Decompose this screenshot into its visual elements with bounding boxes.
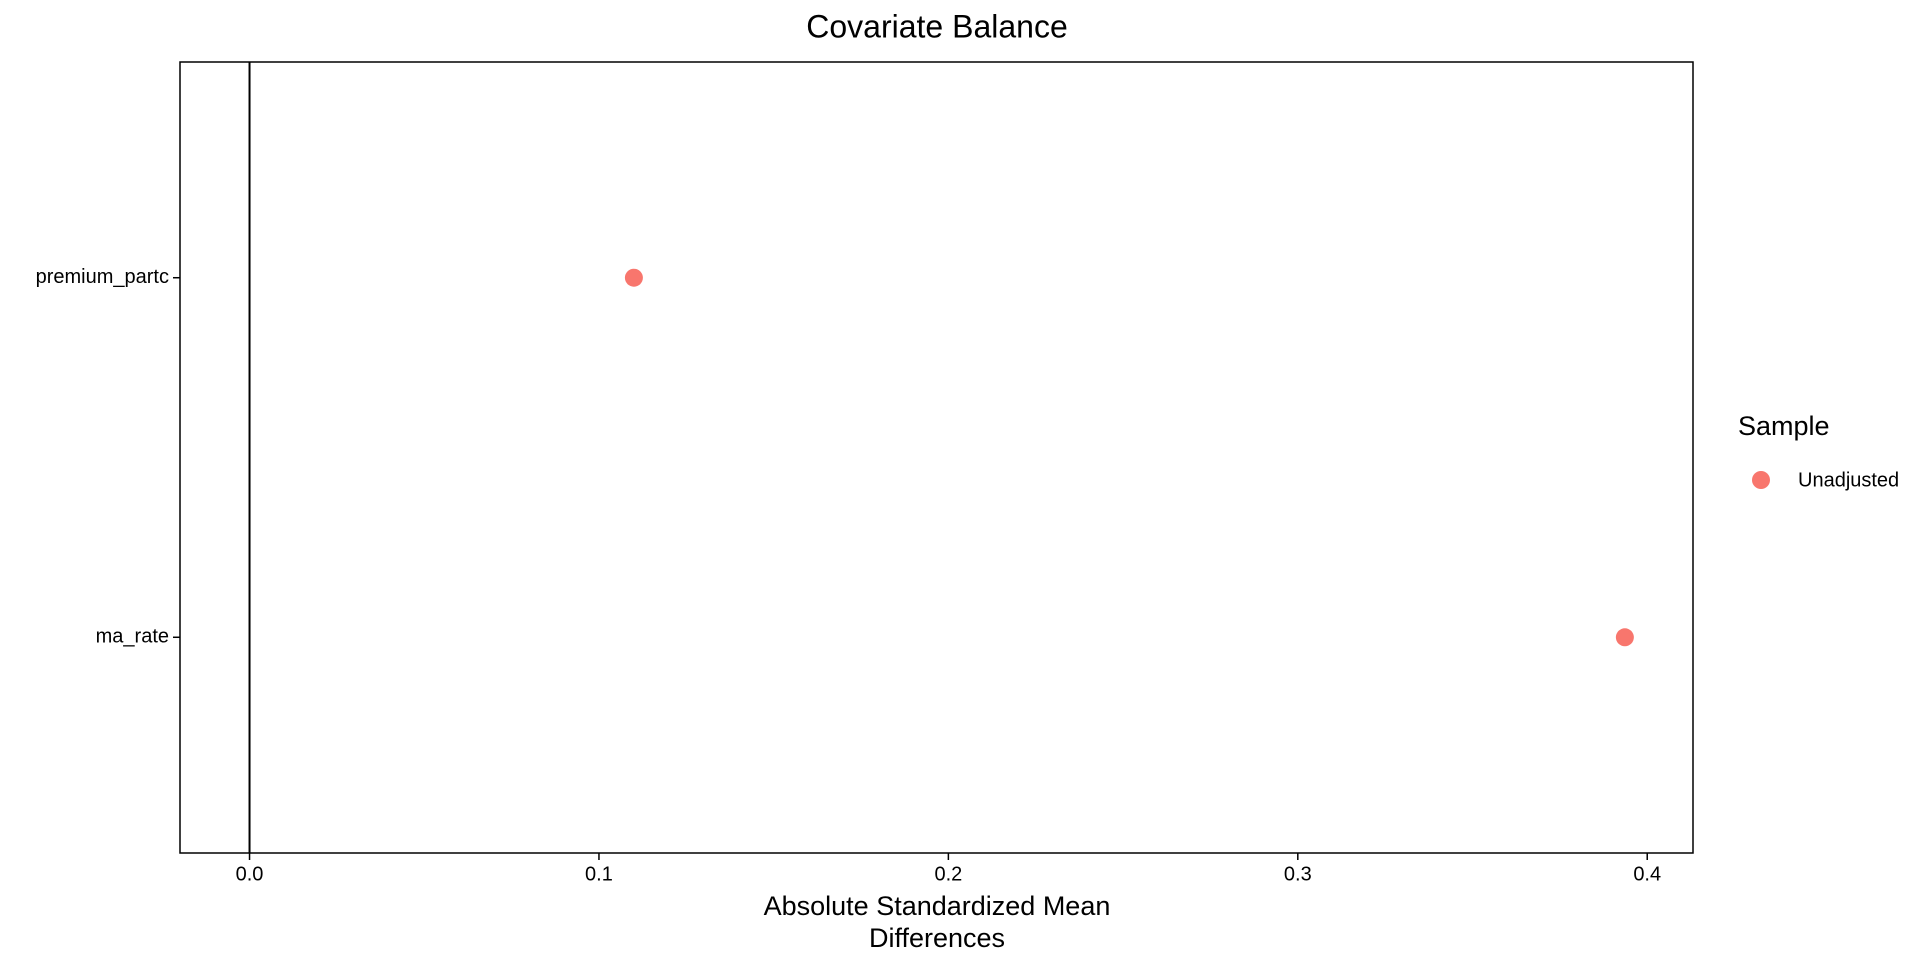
data-point: [1615, 628, 1634, 647]
legend-label: Unadjusted: [1798, 469, 1899, 491]
x-tick-label: 0.3: [1284, 863, 1312, 885]
legend-marker: [1752, 471, 1770, 489]
panel-border: [179, 61, 1694, 854]
x-axis-label: Absolute Standardized Mean Differences: [763, 891, 1111, 953]
x-tick-label: 0.1: [585, 863, 613, 885]
data-point: [624, 268, 643, 287]
x-tick-label: 0.0: [236, 863, 264, 885]
chart-title: Covariate Balance: [806, 8, 1067, 44]
x-tick-label: 0.4: [1633, 863, 1661, 885]
x-tick-label: 0.2: [934, 863, 962, 885]
y-tick-label: ma_rate: [96, 626, 169, 648]
y-tick-label: premium_partc: [36, 266, 169, 288]
legend-title: Sample: [1738, 411, 1830, 441]
